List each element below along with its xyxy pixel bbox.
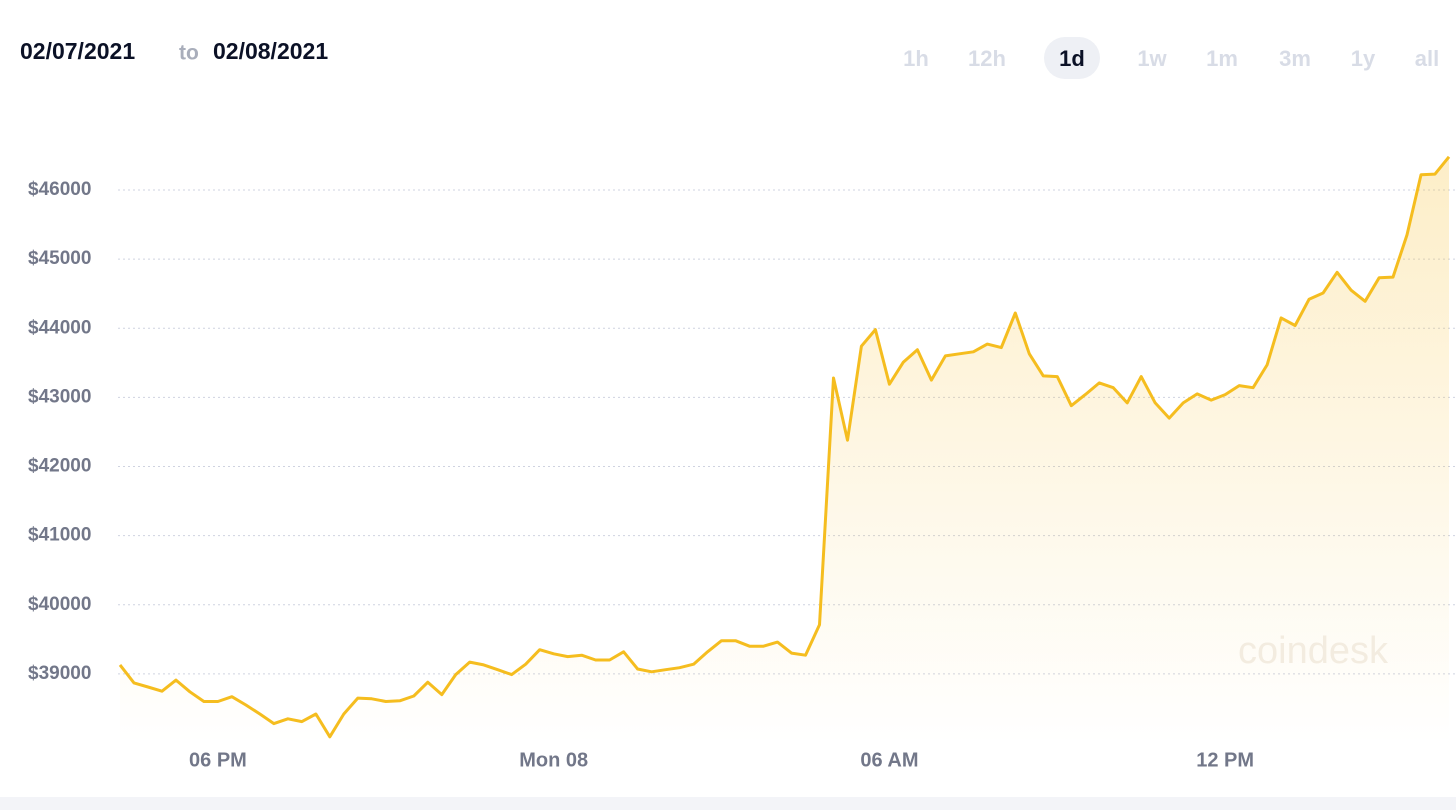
date-from: 02/07/2021 [20, 38, 135, 64]
x-tick-label: 12 PM [1196, 749, 1254, 771]
x-tick-label: 06 AM [860, 749, 918, 771]
price-line [118, 155, 1451, 739]
range-selected-bg [1044, 37, 1100, 79]
watermark: coindesk [1238, 630, 1389, 672]
range-button[interactable]: 1m [1206, 46, 1238, 71]
range-button[interactable]: 12h [968, 46, 1006, 71]
y-tick-label: $40000 [28, 594, 91, 615]
y-tick-label: $43000 [28, 386, 91, 407]
range-button[interactable]: 1h [903, 46, 929, 71]
range-button[interactable]: 3m [1279, 46, 1311, 71]
date-to: 02/08/2021 [213, 38, 328, 64]
range-button[interactable]: 1y [1351, 46, 1376, 71]
y-tick-label: $46000 [28, 179, 91, 200]
date-separator: to [179, 42, 199, 65]
y-tick-label: $41000 [28, 525, 91, 546]
x-tick-label: 06 PM [189, 749, 247, 771]
y-tick-label: $39000 [28, 663, 91, 684]
area-fill [120, 156, 1449, 744]
range-button[interactable]: all [1415, 46, 1439, 71]
y-tick-label: $44000 [28, 317, 91, 338]
range-button[interactable]: 1d [1059, 46, 1085, 71]
range-button[interactable]: 1w [1137, 46, 1167, 71]
y-tick-label: $45000 [28, 248, 91, 269]
y-tick-label: $42000 [28, 456, 91, 477]
x-tick-label: Mon 08 [519, 749, 588, 771]
footer-strip [0, 797, 1456, 810]
